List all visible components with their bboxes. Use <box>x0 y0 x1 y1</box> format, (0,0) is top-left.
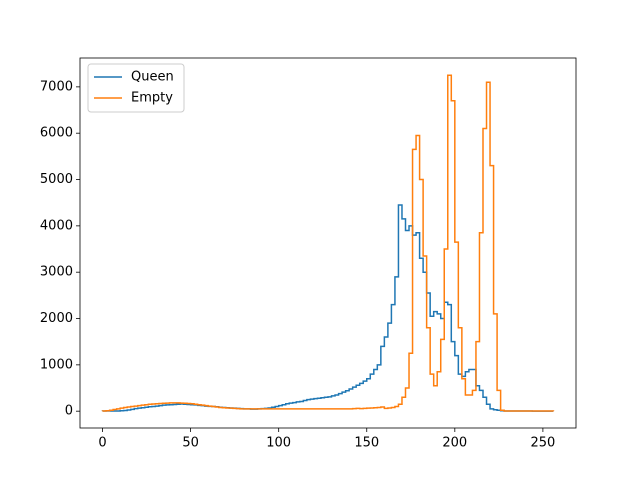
plot-frame <box>79 57 577 429</box>
x-tick-label: 200 <box>442 436 467 451</box>
x-tick-label: 250 <box>530 436 555 451</box>
legend-label: Queen <box>131 70 174 85</box>
legend-box <box>87 63 185 113</box>
y-tick-label: 6000 <box>40 126 73 141</box>
y-tick-label: 0 <box>65 404 73 419</box>
step-line <box>101 204 554 412</box>
step-line <box>101 74 555 412</box>
y-tick-label: 3000 <box>40 265 73 280</box>
x-tick-label: 50 <box>182 436 199 451</box>
x-tick-label: 100 <box>266 436 291 451</box>
y-tick-label: 1000 <box>40 357 73 372</box>
y-tick-label: 2000 <box>40 311 73 326</box>
x-tick-label: 0 <box>98 436 106 451</box>
y-tick-label: 7000 <box>40 79 73 94</box>
x-tick-label: 150 <box>354 436 379 451</box>
y-tick-label: 5000 <box>40 172 73 187</box>
legend-label: Empty <box>131 91 173 106</box>
y-tick-label: 4000 <box>40 218 73 233</box>
legend: Queen Empty <box>87 63 185 113</box>
